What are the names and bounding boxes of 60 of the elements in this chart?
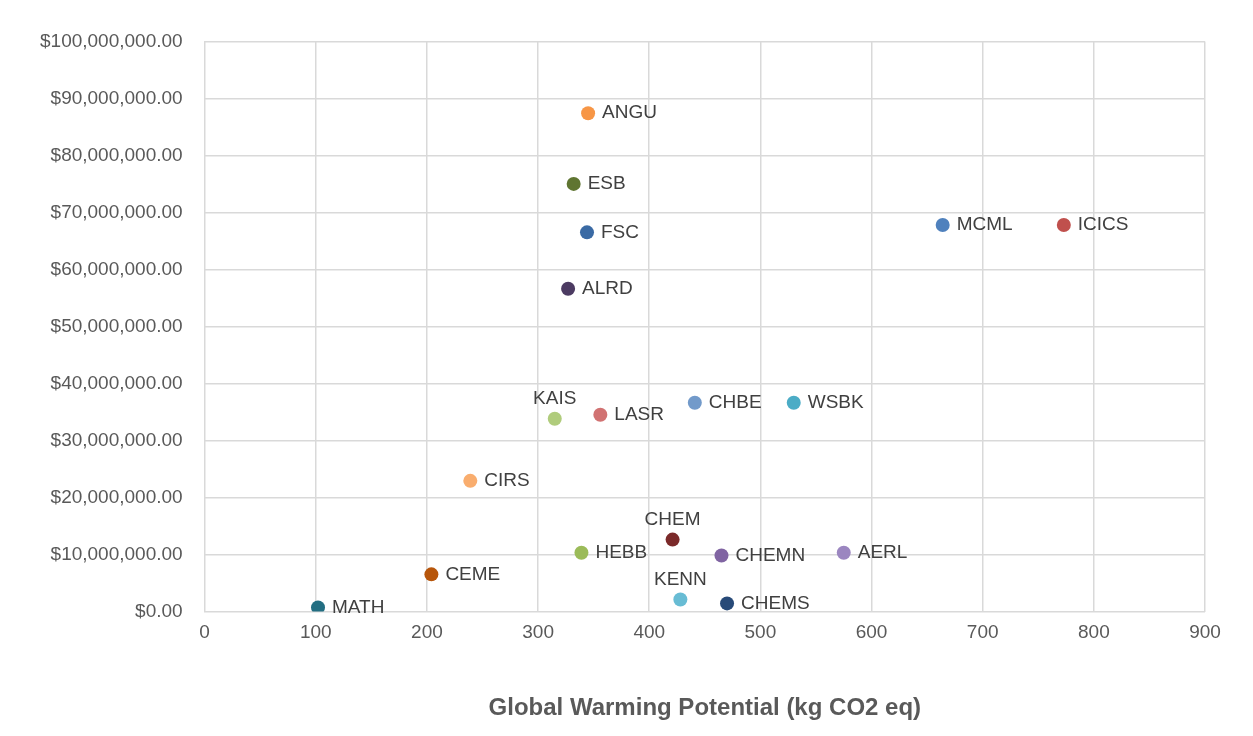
y-tick-label: $100,000,000.00 (40, 29, 183, 51)
annotation: LASR (614, 402, 664, 424)
x-tick-label: 300 (522, 621, 554, 643)
annotation: KAIS (533, 386, 577, 408)
annotation: ESB (587, 172, 626, 194)
annotation: CHEMS (741, 591, 810, 613)
y-tick-label: $10,000,000.00 (50, 542, 183, 564)
y-tick-label: $60,000,000.00 (50, 257, 183, 279)
x-tick-label: 500 (744, 621, 777, 643)
y-tick-label: $0.00 (135, 599, 183, 621)
x-tick-label: 800 (1078, 621, 1110, 643)
point (424, 567, 439, 582)
annotation: ANGU (602, 101, 658, 123)
point (1056, 217, 1071, 232)
y-tick-label: $50,000,000.00 (50, 314, 183, 336)
y-tick-label: $90,000,000.00 (50, 86, 183, 108)
point (935, 217, 950, 232)
point (720, 596, 735, 611)
annotation: CHBE (708, 391, 762, 413)
y-tick-label: $80,000,000.00 (50, 143, 183, 165)
x-tick-label: 700 (966, 621, 999, 643)
annotation: CEME (445, 562, 501, 584)
y-tick-label: $70,000,000.00 (50, 200, 183, 222)
point (463, 473, 478, 488)
annotation: KENN (653, 567, 707, 589)
annotation: ALRD (582, 277, 633, 299)
point (673, 592, 688, 607)
point (561, 281, 576, 296)
x-tick-label: 600 (855, 621, 888, 643)
annotation: AERL (857, 540, 908, 562)
point (593, 407, 608, 422)
annotation: CHEMN (735, 543, 806, 565)
x-tick-label: 400 (633, 621, 666, 643)
y-tick-label: $20,000,000.00 (50, 485, 183, 507)
point (311, 600, 326, 612)
x-tick-label: 100 (299, 621, 332, 643)
annotation: ICICS (1077, 213, 1129, 235)
point (547, 411, 562, 426)
point (580, 225, 594, 240)
point (836, 545, 851, 560)
annotation: FSC (601, 220, 639, 242)
point (687, 395, 702, 410)
point (786, 395, 801, 410)
x-tick-label: 200 (411, 621, 443, 643)
y-tick-label: $30,000,000.00 (50, 428, 183, 450)
annotation: MCML (956, 213, 1013, 235)
annotation: CHEM (644, 507, 701, 529)
x-tick-label: 0 (199, 621, 210, 643)
y-tick-label: $40,000,000.00 (50, 371, 183, 393)
x-tick-label: 900 (1189, 621, 1221, 643)
point (581, 106, 596, 121)
annotation: CIRS (484, 469, 530, 491)
x-axis-title: Global Warming Potential (kg CO2 eq) (488, 693, 922, 721)
annotation: HEBB (595, 540, 648, 562)
point (665, 532, 680, 547)
point (714, 548, 729, 563)
annotation: WSBK (807, 391, 865, 413)
point (574, 545, 589, 560)
point (566, 176, 581, 191)
annotation: MATH (332, 595, 385, 617)
